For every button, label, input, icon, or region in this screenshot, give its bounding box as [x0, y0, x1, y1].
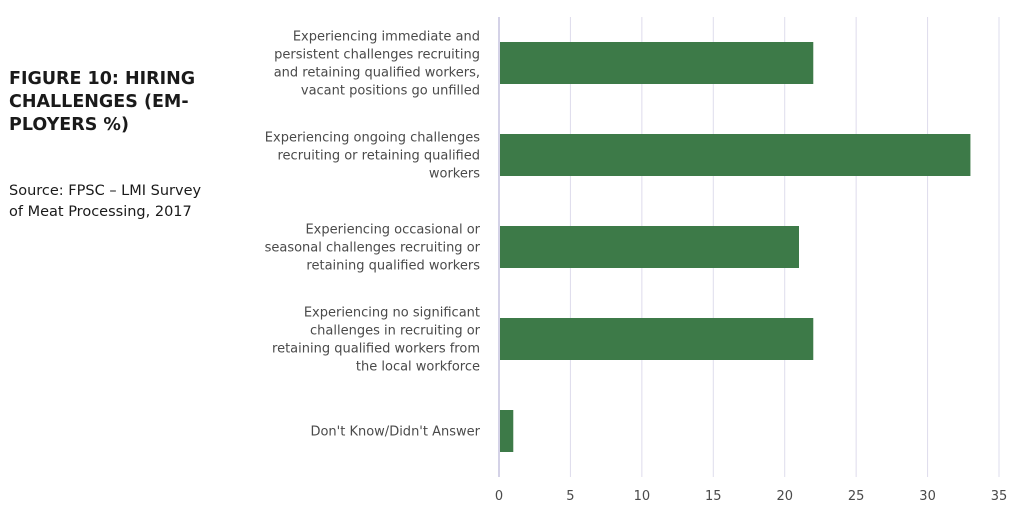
category-label-line: workers — [429, 167, 480, 182]
category-label-line: Experiencing immediate and — [293, 30, 480, 45]
figure-source: Source: FPSC – LMI Survey of Meat Proces… — [9, 183, 202, 220]
category-label-2: Experiencing ongoing challenges recruitin… — [265, 131, 480, 182]
x-tick-label-0: 0 — [495, 489, 503, 504]
category-label-line: Experiencing ongoing challenges — [265, 131, 480, 146]
category-label-line: and retaining qualified workers, — [274, 66, 480, 81]
category-label-line: seasonal challenges recruiting or — [265, 241, 481, 256]
category-label-5: Don't Know/Didn't Answer — [310, 425, 480, 440]
x-tick-label-30: 30 — [919, 489, 936, 504]
bar-1 — [500, 42, 814, 84]
category-label-line: persistent challenges recruiting — [274, 48, 480, 63]
bars — [500, 42, 971, 452]
x-tick-label-25: 25 — [848, 489, 865, 504]
category-label-line: challenges in recruiting or — [310, 324, 481, 339]
bar-3 — [500, 226, 799, 268]
category-label-1: Experiencing immediate and persistent cha… — [274, 30, 480, 99]
x-tick-label-15: 15 — [705, 489, 722, 504]
bar-4 — [500, 318, 814, 360]
category-label-line: vacant positions go unfilled — [301, 84, 480, 99]
figure-caption-panel: FIGURE 10: HIRING CHALLENGES (EM- PLOYER… — [9, 68, 214, 223]
category-label-line: the local workforce — [356, 360, 480, 375]
category-label-line: Experiencing no significant — [304, 306, 480, 321]
category-labels: Experiencing immediate and persistent cha… — [265, 30, 481, 440]
category-label-line: retaining qualified workers — [306, 259, 480, 274]
bar-2 — [500, 134, 971, 176]
x-tick-label-5: 5 — [566, 489, 574, 504]
category-label-3: Experiencing occasional or seasonal chall… — [265, 223, 481, 274]
x-tick-label-10: 10 — [634, 489, 651, 504]
category-label-line: retaining qualified workers from — [272, 342, 480, 357]
x-tick-label-35: 35 — [991, 489, 1008, 504]
bar-5 — [500, 410, 514, 452]
category-label-4: Experiencing no significant challenges in… — [272, 306, 481, 375]
category-label-line: Don't Know/Didn't Answer — [310, 425, 480, 440]
category-label-line: Experiencing occasional or — [305, 223, 480, 238]
category-label-line: recruiting or retaining qualified — [278, 149, 481, 164]
figure-title: FIGURE 10: HIRING CHALLENGES (EM- PLOYER… — [9, 69, 196, 135]
x-tick-label-20: 20 — [776, 489, 793, 504]
tick-labels: 0 5 10 15 20 25 30 35 — [495, 489, 1007, 504]
